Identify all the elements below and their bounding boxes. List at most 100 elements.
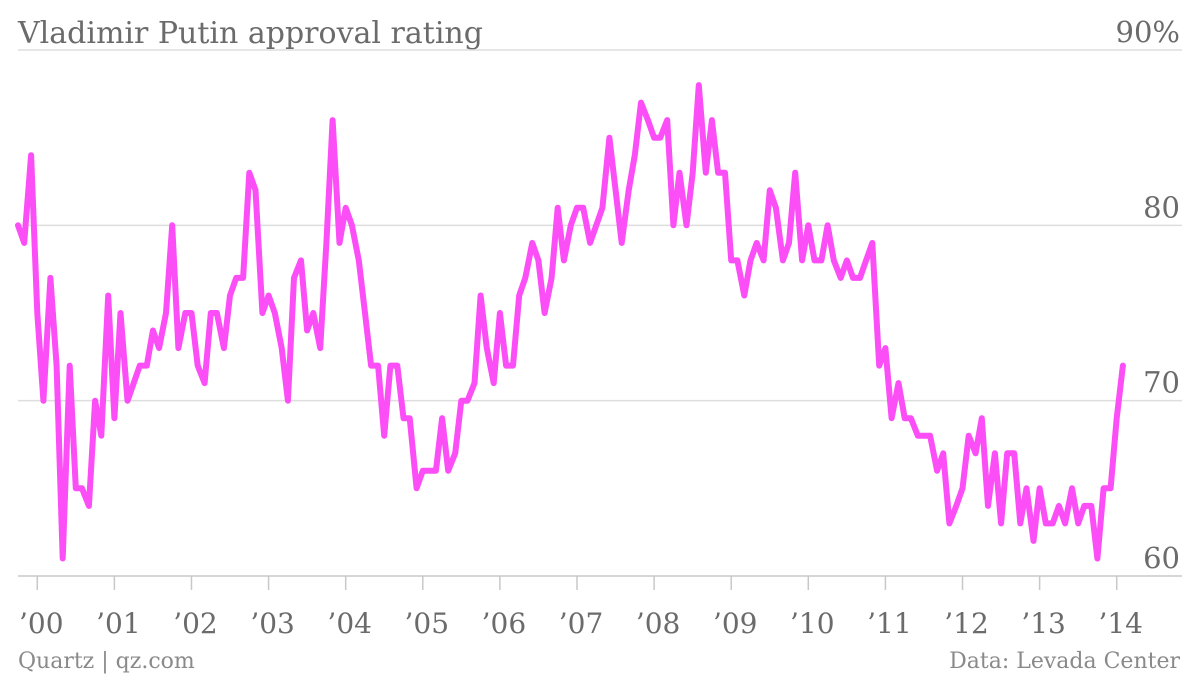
data-point: [743, 294, 746, 297]
data-point: [1122, 364, 1124, 367]
data-point: [595, 224, 598, 227]
data-point: [537, 259, 540, 262]
data-point: [614, 189, 617, 192]
data-point: [1109, 487, 1112, 490]
data-point: [132, 382, 135, 384]
data-point: [338, 242, 341, 244]
data-point: [570, 224, 572, 227]
data-point: [582, 207, 584, 209]
data-point: [524, 277, 527, 279]
data-point: [782, 259, 784, 262]
data-point: [30, 154, 32, 156]
data-point: [724, 171, 726, 174]
data-point: [319, 347, 322, 349]
data-point: [422, 470, 424, 472]
data-point: [486, 347, 488, 349]
data-point: [839, 277, 842, 279]
x-tick-label: ’12: [944, 607, 989, 640]
data-point: [331, 119, 334, 121]
data-point: [42, 399, 45, 402]
data-point: [55, 364, 58, 367]
data-point: [1006, 452, 1008, 455]
data-point: [833, 259, 835, 262]
data-point: [287, 399, 289, 402]
data-point: [1000, 522, 1002, 525]
x-tick-label: ’03: [250, 607, 295, 640]
data-point: [788, 242, 790, 244]
data-point: [672, 224, 675, 227]
data-point: [749, 259, 752, 262]
data-point: [994, 452, 996, 455]
x-tick-label: ’04: [327, 607, 372, 640]
data-point: [505, 364, 507, 367]
x-tick-label: ’08: [636, 607, 681, 640]
y-tick-label: 80: [1143, 190, 1180, 224]
source-label: Data: Levada Center: [949, 649, 1180, 674]
data-point: [620, 242, 623, 244]
data-point: [293, 277, 295, 279]
data-point: [75, 487, 77, 490]
data-point: [666, 119, 668, 121]
data-point: [936, 470, 938, 472]
data-point: [300, 259, 302, 262]
data-point: [1077, 522, 1079, 525]
data-point: [531, 242, 534, 244]
data-point: [1051, 522, 1054, 525]
data-point: [126, 399, 129, 402]
data-point: [441, 417, 443, 420]
series-layer: [15, 82, 1126, 562]
data-point: [499, 312, 501, 314]
data-point: [705, 171, 707, 174]
data-point: [1058, 505, 1060, 507]
data-point: [242, 277, 244, 279]
data-point: [794, 171, 796, 174]
data-point: [81, 487, 83, 490]
data-point: [981, 417, 983, 420]
y-tick-label: 70: [1143, 366, 1180, 400]
data-point: [852, 277, 854, 279]
data-point: [647, 119, 649, 121]
x-tick-label: ’13: [1021, 607, 1066, 640]
data-point: [119, 312, 122, 314]
data-point: [974, 452, 977, 455]
data-point: [447, 470, 450, 472]
data-point: [370, 364, 372, 367]
x-tick-label: ’00: [19, 607, 64, 640]
x-axis: ’00 ’01 ’02 ’03 ’04 ’05 ’06 ’07 ’08 ’09 ’10 ’11 ’12 ’…: [19, 576, 1143, 640]
data-point: [94, 399, 96, 402]
data-point: [479, 294, 482, 297]
data-point: [280, 347, 283, 349]
data-point: [473, 382, 476, 384]
data-point: [196, 364, 199, 367]
x-tick-label: ’10: [790, 607, 835, 640]
data-point: [518, 294, 520, 297]
data-point: [846, 259, 848, 262]
data-point: [274, 312, 276, 314]
data-point: [396, 364, 399, 367]
data-point: [139, 364, 141, 367]
data-point: [807, 224, 810, 227]
data-point: [184, 312, 187, 314]
data-point: [1096, 557, 1099, 560]
x-tick-label: ’11: [867, 607, 912, 640]
data-point: [942, 452, 944, 455]
data-point: [691, 171, 694, 174]
data-point: [736, 259, 739, 262]
data-point: [460, 399, 463, 402]
data-point: [1115, 417, 1118, 420]
data-point: [1013, 452, 1015, 455]
data-point: [88, 505, 90, 507]
data-point: [454, 452, 457, 455]
data-point: [210, 312, 212, 314]
data-point: [383, 434, 386, 437]
data-point: [910, 417, 912, 420]
data-point: [435, 470, 437, 472]
data-point: [248, 171, 251, 174]
y-axis-labels: 90% 80 70 60: [1116, 15, 1180, 575]
data-point: [634, 154, 636, 156]
data-point: [351, 224, 353, 227]
x-tick-label: ’07: [559, 607, 604, 640]
data-point: [769, 189, 771, 192]
series-line: [15, 82, 1126, 562]
data-point: [344, 207, 347, 209]
